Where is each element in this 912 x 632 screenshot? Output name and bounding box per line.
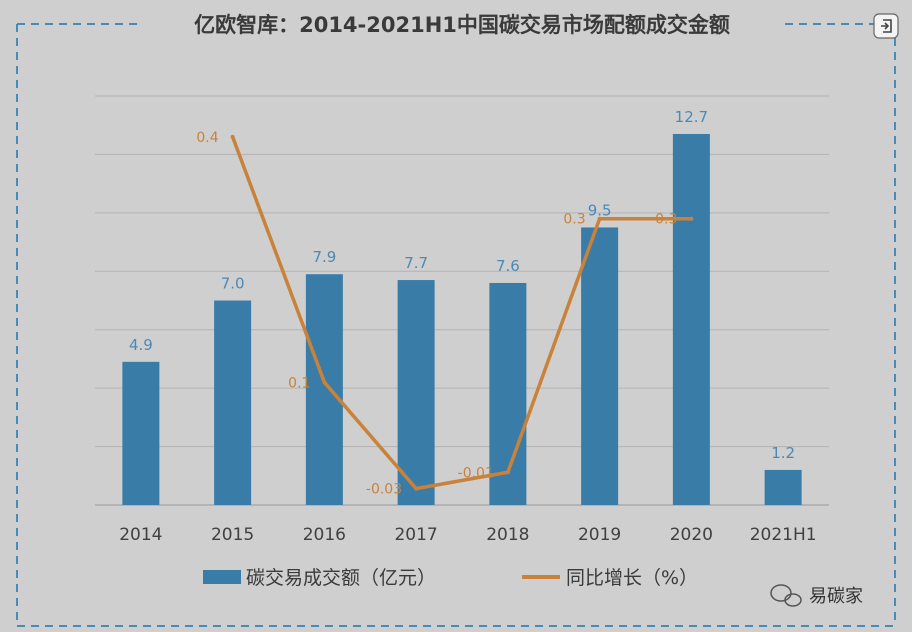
watermark: 易碳家 — [770, 584, 863, 607]
bar-series — [122, 133, 802, 505]
x-tick-label-2019: 2019 — [578, 525, 621, 545]
growth-value-label-2015: 0.4 — [196, 130, 218, 146]
watermark-text: 易碳家 — [809, 586, 863, 607]
bar-2015 — [214, 300, 252, 505]
growth-point-2015 — [230, 134, 235, 139]
legend-bar-swatch — [203, 570, 241, 584]
x-tick-label-2014: 2014 — [119, 525, 162, 545]
x-tick-label-2020: 2020 — [670, 525, 713, 545]
exit-icon-glyph — [881, 19, 892, 33]
x-tick-label-2015: 2015 — [211, 525, 254, 545]
growth-value-label-2016: 0.1 — [288, 375, 310, 391]
wechat-icon-bubble-large — [770, 584, 792, 602]
bar-2014 — [122, 361, 160, 505]
growth-value-label-2017: -0.03 — [366, 482, 402, 498]
legend-line-label: 同比增长（%） — [566, 567, 698, 589]
x-tick-label-2016: 2016 — [303, 525, 346, 545]
growth-point-2019 — [597, 216, 602, 221]
bar-value-label-2016: 7.9 — [312, 248, 336, 266]
legend: 碳交易成交额（亿元） 同比增长（%） — [203, 567, 698, 589]
bar-2021H1 — [764, 469, 802, 505]
bar-value-label-2020: 12.7 — [675, 108, 708, 126]
bar-value-label-2021H1: 1.2 — [771, 444, 795, 462]
growth-line — [230, 136, 692, 491]
growth-point-2017 — [414, 486, 419, 491]
growth-value-label-2020: 0.3 — [655, 212, 677, 228]
bar-value-label-2015: 7.0 — [221, 275, 245, 293]
bar-value-label-2019: 9.5 — [588, 201, 612, 219]
bar-value-label-2017: 7.7 — [404, 254, 428, 272]
bar-2020 — [672, 133, 710, 505]
x-tick-label-2021H1: 2021H1 — [750, 525, 817, 545]
growth-value-label-2018: -0.01 — [458, 465, 494, 481]
growth-point-2020 — [689, 216, 694, 221]
line-series — [230, 134, 694, 491]
data-labels: 4.9 7.0 7.9 7.7 7.6 9.5 12.7 1.2 0.4 0.1 -0.03 -0.0… — [129, 108, 795, 498]
growth-point-2016 — [322, 380, 327, 385]
bar-value-label-2018: 7.6 — [496, 257, 520, 275]
growth-value-label-2019: 0.3 — [563, 212, 585, 228]
bar-value-label-2014: 4.9 — [129, 336, 153, 354]
bar-2016 — [305, 274, 343, 505]
wechat-icon — [770, 584, 802, 607]
legend-bar-label: 碳交易成交额（亿元） — [246, 567, 436, 589]
chart-title: 亿欧智库：2014-2021H1中国碳交易市场配额成交金额 — [194, 13, 730, 37]
x-tick-label-2018: 2018 — [486, 525, 529, 545]
bar-2017 — [397, 280, 435, 505]
x-tick-label-2017: 2017 — [394, 525, 437, 545]
exit-icon[interactable] — [873, 13, 899, 39]
x-axis-ticks: 2014 2015 2016 2017 2018 2019 2020 2021H1 — [119, 525, 816, 545]
wechat-icon-bubble-small — [784, 593, 802, 607]
bar-2019 — [581, 227, 619, 505]
growth-point-2018 — [505, 470, 510, 475]
